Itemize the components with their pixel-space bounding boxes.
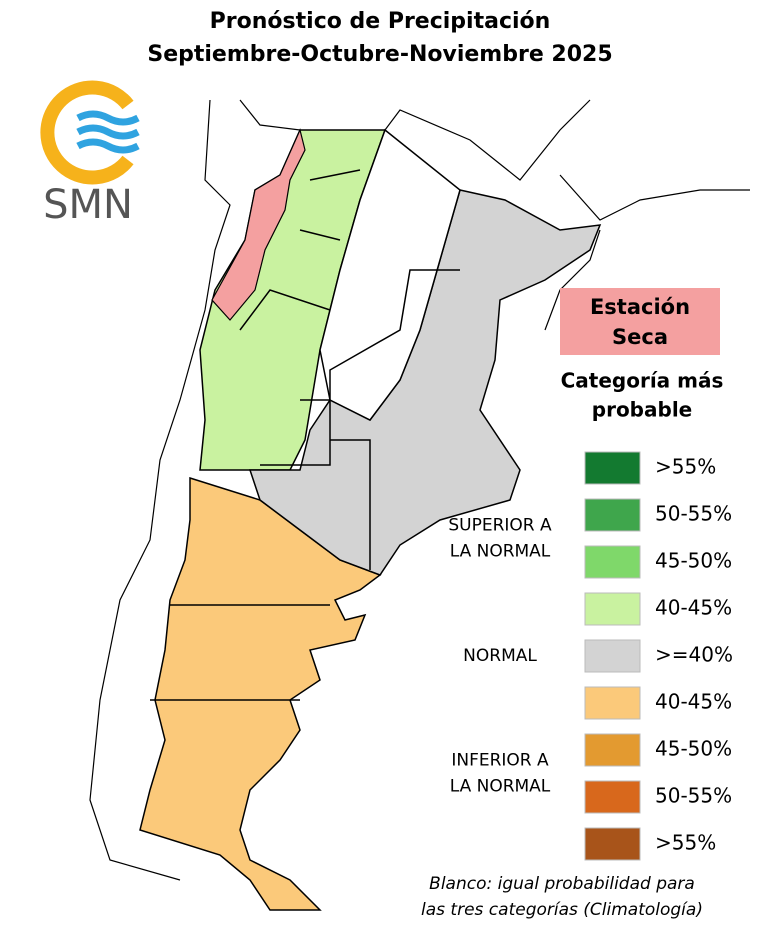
note: las tres categorías (Climatología)	[421, 900, 703, 920]
group-label: NORMAL	[463, 646, 537, 666]
group-label: LA NORMAL	[450, 777, 551, 797]
group-label: INFERIOR A	[451, 751, 549, 771]
logo: SMN	[40, 80, 140, 228]
legend-swatch	[584, 827, 641, 861]
title-line: Pronóstico de Precipitación	[210, 9, 551, 34]
legend-label: 40-45%	[655, 690, 732, 714]
legend-title: probable	[592, 398, 692, 422]
note: Blanco: igual probabilidad para	[429, 874, 695, 894]
region-below-normal	[139, 476, 382, 911]
legend-swatch	[584, 545, 641, 579]
legend: >55% 50-55% 45-50% 40-45% SUPERIOR A LA NORMA…	[448, 451, 733, 861]
legend-swatch	[584, 639, 641, 673]
province-borders	[150, 169, 460, 701]
region-climatology	[319, 128, 461, 421]
legend-label: >55%	[655, 455, 716, 479]
logo-waves	[76, 110, 140, 154]
legend-swatch	[584, 451, 641, 485]
legend-swatch	[584, 592, 641, 626]
legend-label: 40-45%	[655, 596, 732, 620]
region-dry-season	[211, 128, 306, 321]
title-line: Septiembre-Octubre-Noviembre 2025	[147, 42, 612, 67]
logo-arc	[40, 80, 134, 185]
dry-season-box	[560, 288, 720, 355]
legend-title: Categoría más	[561, 369, 724, 393]
group-label: SUPERIOR A	[448, 516, 552, 536]
legend-label: 50-55%	[655, 502, 732, 526]
neighbor-borders	[89, 99, 750, 881]
legend-swatch	[584, 498, 641, 532]
legend-label: >=40%	[655, 643, 733, 667]
group-label: LA NORMAL	[450, 542, 551, 562]
legend-label: 50-55%	[655, 784, 732, 808]
dry-season-label: Estación	[590, 295, 690, 319]
logo-text: SMN	[43, 182, 133, 228]
legend-swatch	[584, 686, 641, 720]
legend-swatch	[584, 780, 641, 814]
legend-label: 45-50%	[655, 737, 732, 761]
legend-swatch	[584, 733, 641, 767]
legend-label: >55%	[655, 831, 716, 855]
legend-label: 45-50%	[655, 549, 732, 573]
dry-season-label: Seca	[612, 325, 668, 349]
map	[89, 99, 750, 911]
